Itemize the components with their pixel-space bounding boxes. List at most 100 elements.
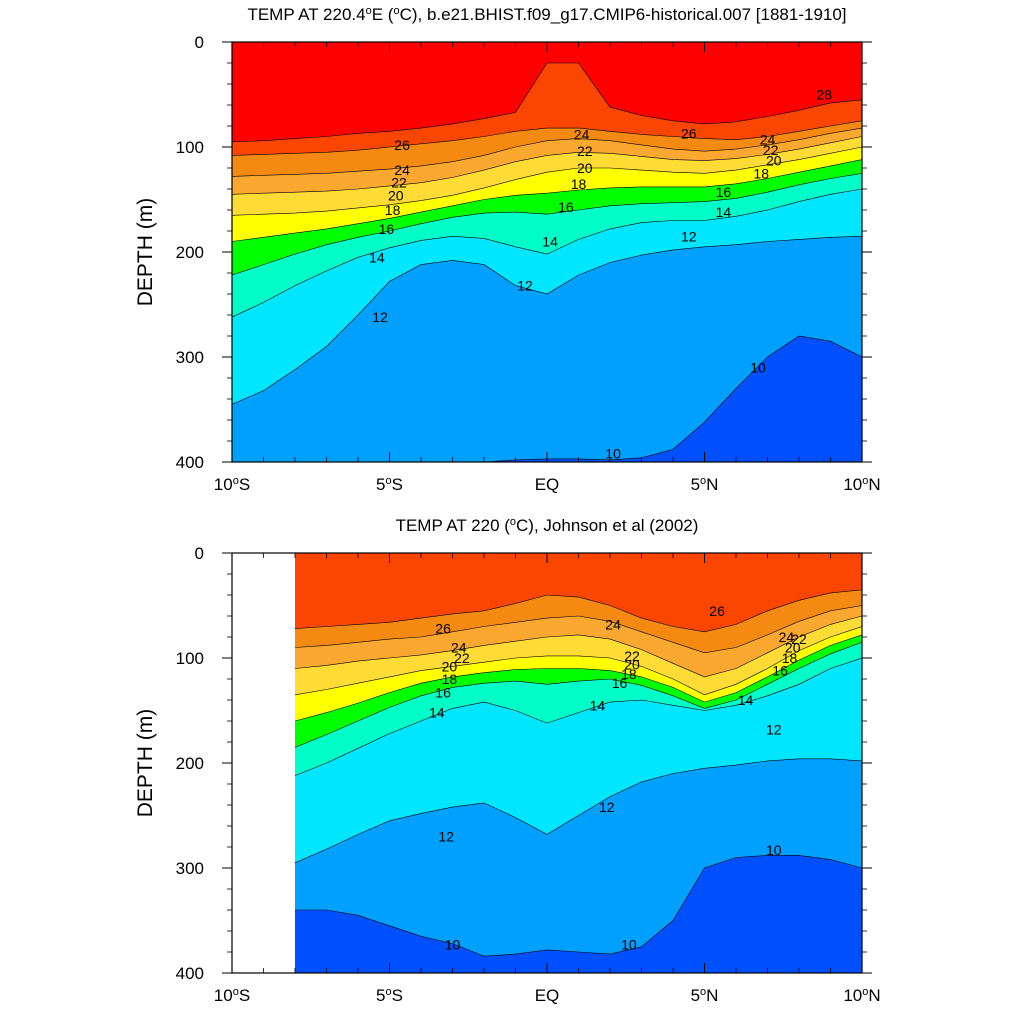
contour-label: 26 bbox=[709, 603, 725, 619]
contour-label: 28 bbox=[816, 87, 832, 103]
contour-label: 18 bbox=[782, 650, 798, 666]
contour-lines bbox=[294, 589, 862, 957]
contour-label: 16 bbox=[558, 199, 574, 215]
contour-label: 10 bbox=[445, 937, 461, 953]
contour-label: 24 bbox=[394, 162, 410, 178]
contour-label: 16 bbox=[435, 685, 451, 701]
contour-label: 12 bbox=[681, 228, 697, 244]
chart-title: TEMP AT 220.4oE (oC), b.e21.BHIST.f09_g1… bbox=[247, 5, 846, 24]
contour-label: 14 bbox=[716, 204, 732, 220]
contour-label: 10 bbox=[766, 842, 782, 858]
contour-field bbox=[232, 42, 862, 462]
panel-model: TEMP AT 220.4oE (oC), b.e21.BHIST.f09_g1… bbox=[134, 5, 881, 494]
band-below-10 bbox=[295, 855, 862, 973]
panel-observations: TEMP AT 220 (oC), Johnson et al (2002) 2… bbox=[134, 516, 881, 1005]
contour-label: 10 bbox=[750, 360, 766, 376]
contour-label: 26 bbox=[681, 125, 697, 141]
contour-label: 12 bbox=[438, 829, 454, 845]
x-tick-label: 10oS bbox=[214, 986, 250, 1005]
contour-label: 20 bbox=[388, 187, 404, 203]
contour-label: 12 bbox=[517, 278, 533, 294]
band-below-10 bbox=[232, 336, 862, 462]
contour-label: 20 bbox=[442, 658, 458, 674]
contour-label: 22 bbox=[763, 142, 779, 158]
contour-label: 24 bbox=[574, 126, 590, 142]
contour-label: 22 bbox=[624, 648, 640, 664]
contour-line-10 bbox=[295, 855, 862, 957]
contour-label: 18 bbox=[385, 202, 401, 218]
contour-label: 10 bbox=[621, 937, 637, 953]
x-tick-label: EQ bbox=[535, 986, 560, 1005]
x-tick-label: 5oN bbox=[691, 475, 719, 494]
contour-label: 20 bbox=[785, 640, 801, 656]
x-tick-label: 5oS bbox=[376, 475, 403, 494]
y-axis-label: DEPTH (m) bbox=[134, 198, 157, 307]
contour-line-24 bbox=[294, 605, 862, 654]
contour-line-22 bbox=[232, 136, 862, 195]
contour-label: 16 bbox=[612, 675, 628, 691]
axes: 10oS 5oS EQ 5oN 10oN 0 100 200 300 400 bbox=[176, 544, 881, 1005]
band-below-12 bbox=[232, 236, 862, 462]
axes: 10oS 5oS EQ 5oN 10oN 0 100 200 300 400 bbox=[176, 33, 881, 494]
contour-label: 18 bbox=[621, 666, 637, 682]
contour-label: 24 bbox=[779, 629, 795, 645]
y-tick-label: 300 bbox=[176, 859, 204, 878]
contour-line-20 bbox=[294, 626, 862, 696]
contour-label: 26 bbox=[435, 621, 451, 637]
contour-lines bbox=[232, 62, 862, 462]
contour-label: 18 bbox=[753, 165, 769, 181]
contour-label: 22 bbox=[577, 143, 593, 159]
contour-label: 22 bbox=[454, 650, 470, 666]
contour-label: 18 bbox=[571, 176, 587, 192]
contour-label: 26 bbox=[394, 137, 410, 153]
contour-field bbox=[295, 553, 862, 973]
contour-line-24 bbox=[232, 127, 862, 177]
contour-label: 12 bbox=[372, 309, 388, 325]
contour-label: 14 bbox=[429, 705, 445, 721]
x-tick-label: 10oS bbox=[214, 475, 250, 494]
contour-line-18 bbox=[232, 159, 862, 242]
x-tick-label: 10oN bbox=[843, 475, 880, 494]
contour-label: 22 bbox=[791, 631, 807, 647]
y-tick-label: 100 bbox=[176, 649, 204, 668]
contour-label: 16 bbox=[772, 663, 788, 679]
contour-line-14 bbox=[294, 657, 862, 776]
contour-line-22 bbox=[294, 615, 862, 678]
contour-label: 16 bbox=[379, 221, 395, 237]
y-tick-label: 400 bbox=[176, 453, 204, 472]
y-tick-label: 200 bbox=[176, 754, 204, 773]
contour-label: 24 bbox=[451, 640, 467, 656]
contour-label: 20 bbox=[766, 153, 782, 169]
y-axis-label: DEPTH (m) bbox=[134, 709, 157, 818]
chart-title: TEMP AT 220 (oC), Johnson et al (2002) bbox=[396, 516, 699, 535]
y-tick-label: 400 bbox=[176, 964, 204, 983]
x-tick-label: EQ bbox=[535, 475, 560, 494]
contour-line-12 bbox=[232, 236, 862, 405]
contour-line-26 bbox=[232, 120, 862, 156]
contour-label: 14 bbox=[738, 692, 754, 708]
y-tick-label: 200 bbox=[176, 243, 204, 262]
contour-label: 14 bbox=[369, 249, 385, 265]
contour-label: 16 bbox=[716, 184, 732, 200]
contour-line-20 bbox=[232, 146, 862, 216]
contour-line-26 bbox=[294, 589, 862, 633]
contour-line-18 bbox=[294, 634, 862, 722]
contour-label: 18 bbox=[442, 671, 458, 687]
contour-line-14 bbox=[232, 188, 862, 318]
x-tick-label: 10oN bbox=[843, 986, 880, 1005]
contour-line-27.5 bbox=[232, 62, 862, 143]
contour-label: 12 bbox=[766, 721, 782, 737]
contour-label: 24 bbox=[605, 616, 621, 632]
contour-line-12 bbox=[294, 758, 862, 864]
contour-label: 22 bbox=[391, 175, 407, 191]
x-tick-label: 5oN bbox=[691, 986, 719, 1005]
y-tick-label: 300 bbox=[176, 348, 204, 367]
contour-label: 12 bbox=[599, 799, 615, 815]
contour-line-16 bbox=[232, 173, 862, 276]
y-tick-label: 100 bbox=[176, 138, 204, 157]
contour-label: 24 bbox=[760, 132, 776, 148]
x-tick-label: 5oS bbox=[376, 986, 403, 1005]
